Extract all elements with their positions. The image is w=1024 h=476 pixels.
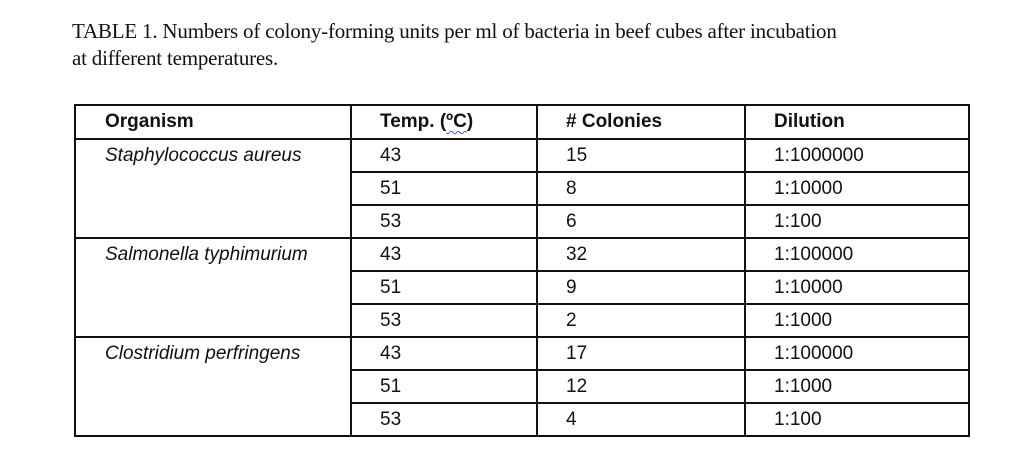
temp-cell: 51 bbox=[350, 369, 538, 404]
table-row: 51 12 1:1000 bbox=[75, 369, 970, 404]
table-row: Salmonella typhimurium 43 32 1:100000 bbox=[74, 237, 970, 338]
table-row: 51 9 1:10000 bbox=[75, 270, 970, 305]
organism-cell: Salmonella typhimurium bbox=[74, 237, 352, 338]
dilution-cell: 1:100000 bbox=[744, 237, 970, 272]
caption-line-2: at different temperatures. bbox=[72, 46, 279, 70]
dilution-cell: 1:1000 bbox=[744, 303, 970, 338]
header-temp-suffix: ) bbox=[466, 111, 474, 132]
dilution-cell: 1:100 bbox=[744, 402, 970, 437]
table-row: Staphylococcus aureus 43 15 1:1000000 bbox=[74, 138, 970, 239]
colonies-cell: 8 bbox=[536, 171, 746, 206]
header-temp-prefix: Temp. ( bbox=[380, 111, 447, 132]
organism-cell: Staphylococcus aureus bbox=[74, 138, 352, 239]
colonies-cell: 17 bbox=[536, 336, 746, 371]
colonies-cell: 12 bbox=[536, 369, 746, 404]
colonies-cell: 9 bbox=[536, 270, 746, 305]
temp-cell: 51 bbox=[350, 270, 538, 305]
colonies-cell: 15 bbox=[536, 138, 746, 173]
temp-cell: 43 bbox=[350, 237, 538, 272]
table-row: 51 8 1:10000 bbox=[75, 171, 970, 206]
organism-cell: Clostridium perfringens bbox=[74, 336, 352, 437]
dilution-cell: 1:1000000 bbox=[744, 138, 970, 173]
temp-cell: 51 bbox=[350, 171, 538, 206]
temp-cell: 53 bbox=[350, 303, 538, 338]
colonies-cell: 2 bbox=[536, 303, 746, 338]
header-row: Organism Temp. (ºC) # Colonies Dilution bbox=[74, 104, 970, 140]
table-row: 53 4 1:100 bbox=[75, 402, 970, 437]
colonies-cell: 4 bbox=[536, 402, 746, 437]
header-temp-unit: ºC bbox=[446, 111, 467, 132]
caption-line-1: TABLE 1. Numbers of colony-forming units… bbox=[72, 19, 837, 43]
header-organism: Organism bbox=[74, 104, 352, 140]
temp-cell: 43 bbox=[350, 138, 538, 173]
table-row: 53 2 1:1000 bbox=[75, 303, 970, 338]
colonies-cell: 32 bbox=[536, 237, 746, 272]
table-caption: TABLE 1. Numbers of colony-forming units… bbox=[72, 18, 972, 72]
dilution-cell: 1:10000 bbox=[744, 270, 970, 305]
table-row: Clostridium perfringens 43 17 1:100000 bbox=[74, 336, 970, 437]
dilution-cell: 1:100000 bbox=[744, 336, 970, 371]
colonies-cell: 6 bbox=[536, 204, 746, 239]
dilution-cell: 1:100 bbox=[744, 204, 970, 239]
temp-cell: 43 bbox=[350, 336, 538, 371]
dilution-cell: 1:1000 bbox=[744, 369, 970, 404]
header-colonies: # Colonies bbox=[536, 104, 746, 140]
colony-table: Organism Temp. (ºC) # Colonies Dilution … bbox=[74, 104, 970, 437]
temp-cell: 53 bbox=[350, 402, 538, 437]
header-dilution: Dilution bbox=[744, 104, 970, 140]
temp-cell: 53 bbox=[350, 204, 538, 239]
table-row: 53 6 1:100 bbox=[75, 204, 970, 239]
dilution-cell: 1:10000 bbox=[744, 171, 970, 206]
header-temp: Temp. (ºC) bbox=[350, 104, 538, 140]
